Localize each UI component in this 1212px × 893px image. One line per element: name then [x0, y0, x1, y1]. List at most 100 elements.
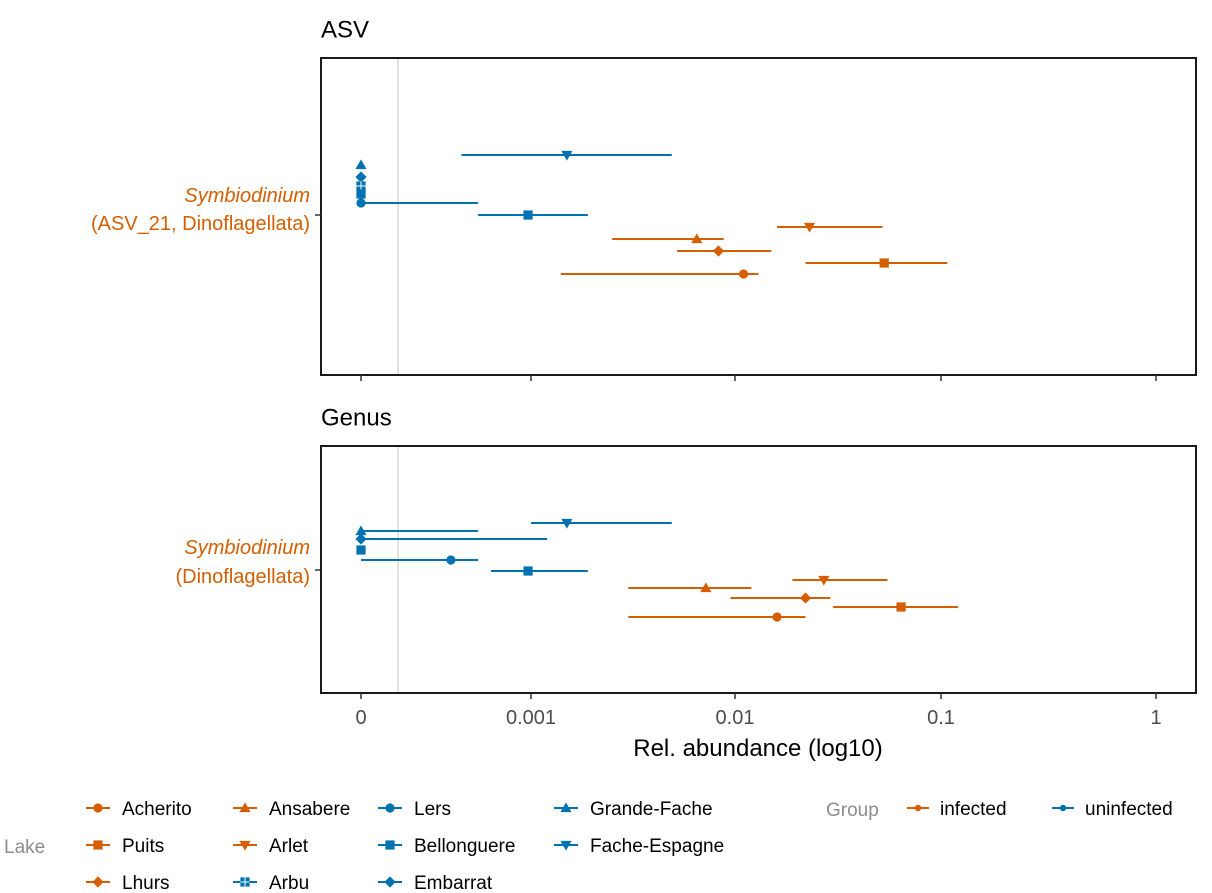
legend-item-uninfected: uninfected — [1052, 799, 1173, 820]
legend-label: Lers — [414, 799, 451, 820]
legend-key-marker — [385, 803, 395, 813]
legend-key-marker — [92, 876, 104, 888]
panel-genus: Genus Symbiodinium (Dinoflagellata) — [175, 404, 1197, 699]
legend-item-arbu: Arbu — [233, 873, 309, 893]
panel-frame — [320, 57, 1197, 376]
legend-item-lhurs: Lhurs — [86, 873, 170, 893]
x-tick-label: 0 — [355, 707, 366, 729]
data-point-bellonguere-uninfected — [356, 189, 366, 199]
data-point-lers-uninfected — [356, 198, 479, 208]
y-label-taxon: Symbiodinium — [184, 537, 310, 559]
data-point-puits-uninfected — [490, 566, 588, 576]
point-marker — [356, 181, 366, 191]
data-point-grande-fache-uninfected — [355, 525, 479, 536]
legend-item-infected: infected — [907, 799, 1007, 820]
point-marker — [355, 171, 367, 183]
point-marker — [356, 189, 366, 199]
data-point-arbu-uninfected — [356, 181, 366, 191]
data-point-ansabere-infected — [612, 233, 724, 244]
legend-label: Ansabere — [269, 799, 350, 820]
x-axis-label: Rel. abundance (log10) — [633, 735, 883, 762]
legend-label: infected — [940, 799, 1007, 820]
legend-key-marker — [1059, 804, 1067, 812]
legend-item-lers: Lers — [378, 799, 451, 820]
legend-label: Lhurs — [122, 873, 170, 893]
legend-key-marker — [560, 802, 572, 813]
panel-title: Genus — [321, 404, 392, 431]
legend-item-arlet: Arlet — [233, 836, 309, 857]
data-point-ansabere-infected — [628, 582, 752, 593]
legend-key-marker — [240, 877, 250, 887]
y-label-detail: (ASV_21, Dinoflagellata) — [91, 213, 310, 235]
legend-label: uninfected — [1085, 799, 1173, 820]
data-point-lers-uninfected — [361, 555, 479, 565]
data-point-bellonguere-uninfected — [356, 545, 366, 555]
x-tick-label: 0.1 — [927, 707, 955, 729]
legend-key-marker — [384, 876, 396, 888]
legend-key-marker — [93, 803, 103, 813]
data-point-puits-uninfected — [478, 210, 588, 220]
point-marker — [803, 222, 816, 233]
panel-frame — [320, 445, 1197, 694]
legend-key-marker — [385, 840, 395, 850]
data-point-acherito-infected — [560, 269, 759, 279]
legend-item-ansabere: Ansabere — [233, 799, 350, 820]
point-marker — [799, 592, 812, 604]
point-marker — [818, 575, 830, 586]
point-marker — [700, 582, 712, 593]
point-marker — [691, 233, 703, 244]
data-point-arlet-infected — [792, 575, 888, 586]
data-point-acherito-infected — [628, 612, 806, 622]
legend-label: Acherito — [122, 799, 192, 820]
x-tick-label: 0.001 — [506, 707, 556, 729]
legend-item-puits: Puits — [86, 836, 164, 857]
legend-item-grande-fache: Grande-Fache — [554, 799, 713, 820]
legend-label: Puits — [122, 836, 164, 857]
legend-label: Arlet — [269, 836, 309, 857]
point-marker — [523, 210, 533, 220]
point-marker — [446, 555, 456, 565]
point-marker — [896, 602, 906, 612]
legend-key-marker — [914, 804, 922, 812]
point-marker — [712, 245, 725, 257]
legend-title-lake: Lake — [4, 837, 45, 858]
y-label-detail: (Dinoflagellata) — [175, 566, 310, 588]
y-label-taxon: Symbiodinium — [184, 185, 310, 207]
legend-title-group: Group — [826, 800, 879, 821]
legend-label: Grande-Fache — [590, 799, 713, 820]
data-point-lhurs-infected — [730, 592, 831, 604]
data-point-fache-espagne-uninfected — [531, 518, 672, 529]
point-marker — [738, 269, 749, 279]
point-marker — [561, 150, 573, 161]
point-marker — [879, 258, 889, 268]
legend-key-marker — [239, 802, 251, 813]
data-point-lhurs-infected — [677, 245, 772, 257]
point-marker — [561, 518, 573, 529]
point-marker — [355, 525, 367, 536]
legend-item-acherito: Acherito — [86, 799, 192, 820]
point-marker — [356, 198, 366, 208]
point-marker — [355, 533, 367, 545]
legend-key-marker — [560, 840, 572, 851]
legend: Lake Acherito Ansabere Lers Grande-Fache Puit… — [4, 799, 1173, 893]
legend-label: Bellonguere — [414, 836, 515, 857]
legend-item-fache-espagne: Fache-Espagne — [554, 836, 724, 857]
point-marker — [523, 566, 533, 576]
legend-label: Fache-Espagne — [590, 836, 724, 857]
panel-asv: ASV Symbiodinium (ASV_21, Dinoflagellata) — [91, 16, 1197, 381]
point-marker — [355, 159, 367, 170]
data-point-embarrat-uninfected — [355, 533, 548, 545]
legend-label: Embarrat — [414, 873, 493, 893]
data-point-puits-infected — [833, 602, 959, 612]
data-point-grande-fache-uninfected — [355, 159, 367, 170]
legend-item-embarrat: Embarrat — [378, 873, 493, 893]
legend-key-marker — [239, 840, 251, 851]
data-point-embarrat-uninfected — [355, 171, 367, 183]
panel-title: ASV — [321, 16, 369, 43]
data-point-puits-infected — [805, 258, 948, 268]
point-marker — [772, 612, 782, 622]
x-tick-label: 1 — [1150, 707, 1161, 729]
legend-key-marker — [93, 840, 103, 850]
data-point-arlet-infected — [777, 222, 883, 233]
